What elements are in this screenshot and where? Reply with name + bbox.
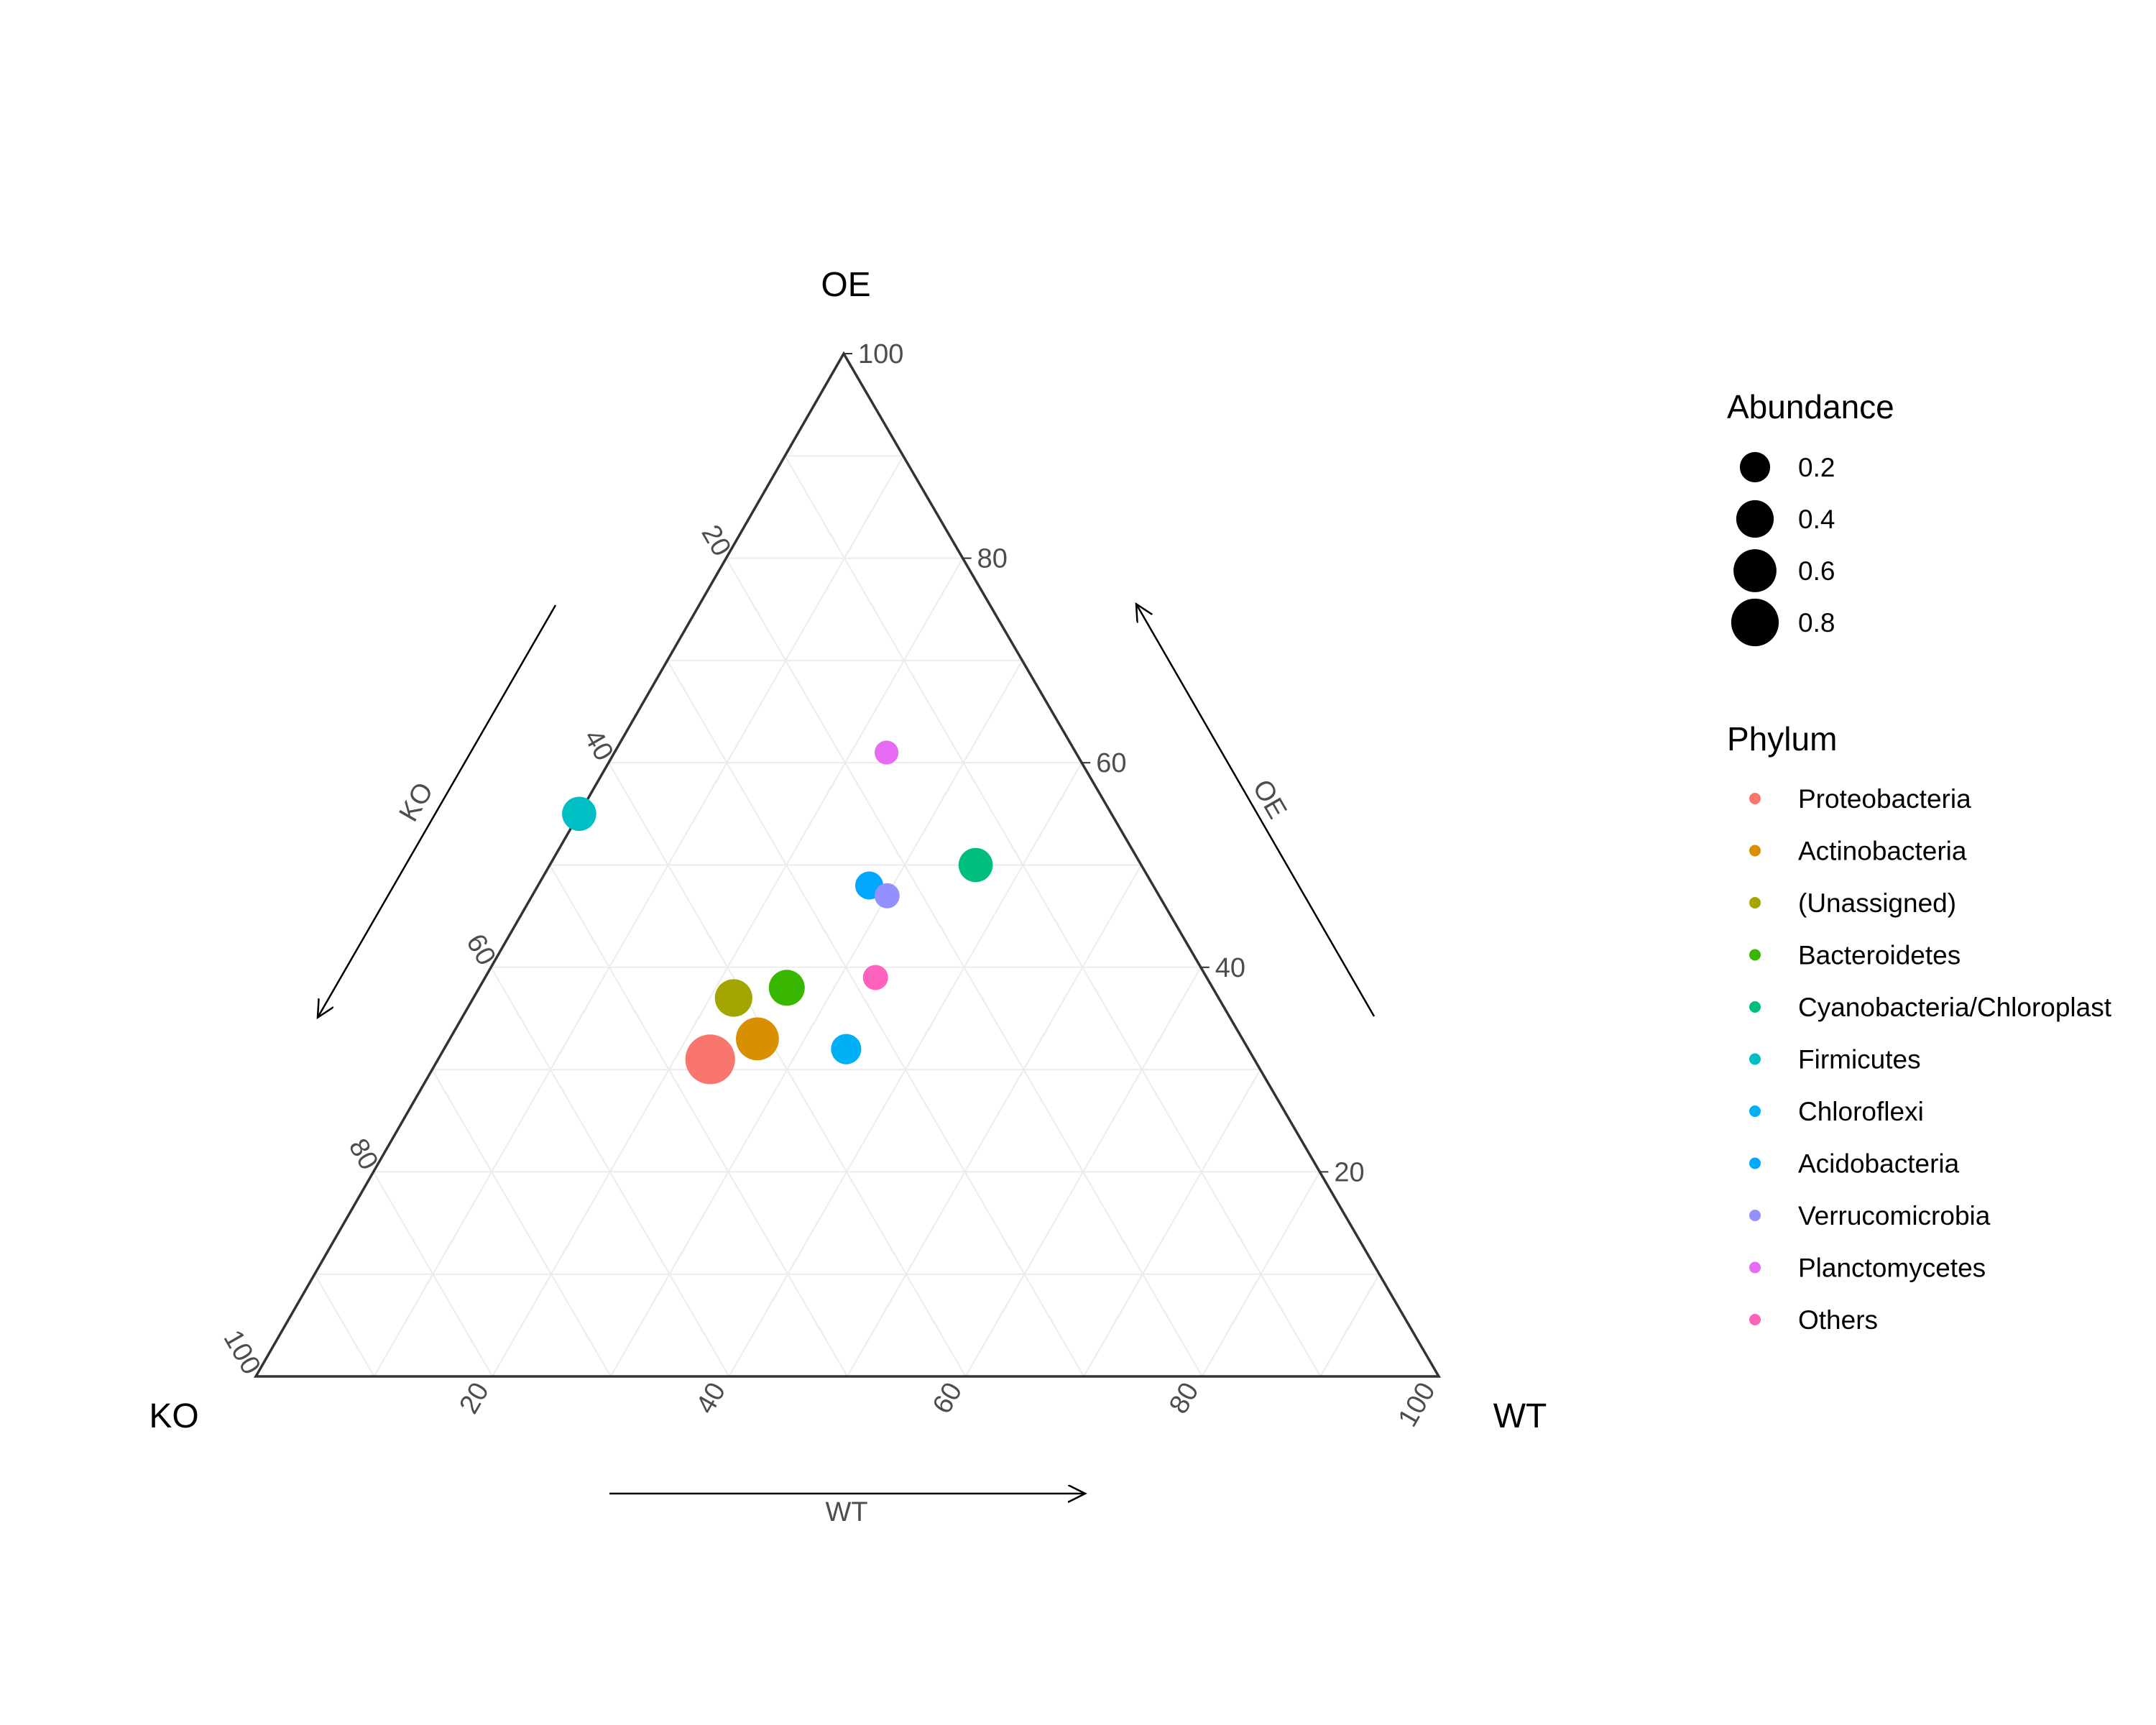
grid-line-ko	[431, 1069, 612, 1377]
legend-phylum-label: Bacteroidetes	[1798, 941, 1961, 970]
legend-phylum-label: Chloroflexi	[1798, 1097, 1924, 1126]
legend-title-abundance: Abundance	[1727, 388, 1894, 426]
legend-size-label: 0.4	[1798, 505, 1835, 534]
tick-label-ko: 20	[695, 520, 737, 561]
data-point-others	[862, 965, 888, 990]
legend-color-key	[1749, 1210, 1761, 1221]
legend-color-key	[1749, 845, 1761, 857]
legend-size-label: 0.2	[1798, 453, 1835, 482]
data-point-unassigned	[714, 979, 752, 1017]
tick-label-ko: 60	[460, 929, 502, 971]
grid-line-wt	[1201, 1171, 1321, 1377]
data-point-chloroflexi	[831, 1034, 862, 1064]
legend-phylum-label: (Unassigned)	[1798, 888, 1956, 918]
legend-size-key	[1733, 549, 1777, 592]
legend-color-key	[1749, 1261, 1761, 1274]
grid-line-ko	[666, 660, 1085, 1377]
ko-axis-arrow	[318, 604, 557, 1016]
grid-line-ko	[313, 1274, 375, 1377]
tick-label-oe: 20	[1334, 1157, 1364, 1187]
legend-size-key	[1739, 451, 1771, 483]
legend-color-key	[1749, 1314, 1761, 1325]
legend-phylum-label: Cyanobacteria/Chloroplast	[1798, 993, 2112, 1022]
tick-label-oe: 60	[1096, 748, 1126, 778]
grid-line-ko	[490, 967, 730, 1377]
grid-line-ko	[549, 864, 848, 1377]
legend-phylum-label: Others	[1798, 1305, 1878, 1335]
axis-title-wt: WT	[825, 1497, 867, 1527]
legend-phylum-label: Verrucomicrobia	[1798, 1201, 1991, 1230]
data-point-firmicutes	[562, 796, 596, 832]
grid-line-wt	[964, 967, 1202, 1377]
tick-label-wt: 60	[927, 1378, 969, 1420]
axis-title-oe: OE	[1246, 775, 1292, 824]
legend-color-key	[1749, 793, 1761, 804]
legend-phylum-label: Actinobacteria	[1798, 837, 1967, 866]
grid-line-ko	[784, 455, 1322, 1377]
grid-line-ko	[372, 1171, 494, 1377]
tick-label-oe: 80	[977, 544, 1008, 574]
grid-line-wt	[1319, 1274, 1381, 1377]
tick-label-wt: 80	[1164, 1378, 1205, 1420]
data-point-actinobacteria	[736, 1017, 779, 1061]
data-point-cyanobacteria-chloroplast	[958, 847, 993, 883]
legend-color-key	[1749, 1053, 1761, 1065]
tick-label-wt: 40	[691, 1378, 732, 1420]
triangle-frame	[253, 351, 1442, 1378]
vertex-label-right: WT	[1493, 1397, 1547, 1435]
data-points	[562, 740, 993, 1085]
triangle-outline	[253, 351, 1442, 1378]
legend-size-label: 0.6	[1798, 556, 1835, 586]
legend-color-key	[1749, 1157, 1761, 1169]
vertex-label-left: KO	[149, 1397, 198, 1435]
tick-label-wt: 100	[1393, 1378, 1442, 1432]
data-point-bacteroidetes	[768, 970, 805, 1006]
oe-axis-arrow	[1137, 605, 1376, 1017]
grid-line-wt	[847, 865, 1142, 1377]
legend-title-phylum: Phylum	[1727, 720, 1837, 758]
data-point-planctomycetes	[875, 740, 899, 765]
legend-color-key	[1749, 1105, 1761, 1117]
legend-color-key	[1749, 897, 1761, 908]
legend-phylum-label: Acidobacteria	[1798, 1149, 1960, 1179]
grid-line-wt	[373, 455, 904, 1377]
legend-phylum-label: Proteobacteria	[1798, 784, 1971, 814]
legend-size-key	[1731, 598, 1779, 647]
tick-label-ko: 80	[343, 1133, 384, 1175]
grid-line-wt	[1083, 1069, 1261, 1377]
vertex-label-top: OE	[821, 266, 870, 304]
tick-label-oe: 100	[858, 339, 903, 369]
tick-label-oe: 40	[1215, 953, 1245, 983]
legend: Abundance 0.2 0.4 0.6 0.8 Phylum Proteobacteri…	[1727, 388, 2112, 1335]
tick-label-wt: 20	[453, 1378, 495, 1420]
legend-color-key	[1749, 949, 1761, 961]
legend-size-key	[1736, 500, 1774, 538]
legend-phylum-label: Firmicutes	[1798, 1045, 1921, 1075]
data-point-proteobacteria	[685, 1034, 735, 1085]
data-point-verrucomicrobia	[874, 883, 900, 908]
legend-phylum-label: Planctomycetes	[1798, 1254, 1986, 1283]
legend-color-key	[1749, 1001, 1761, 1013]
legend-size-label: 0.8	[1798, 608, 1835, 638]
tick-label-ko: 40	[578, 724, 619, 766]
grid-line-wt	[609, 660, 1023, 1377]
grid-lines	[313, 455, 1381, 1377]
